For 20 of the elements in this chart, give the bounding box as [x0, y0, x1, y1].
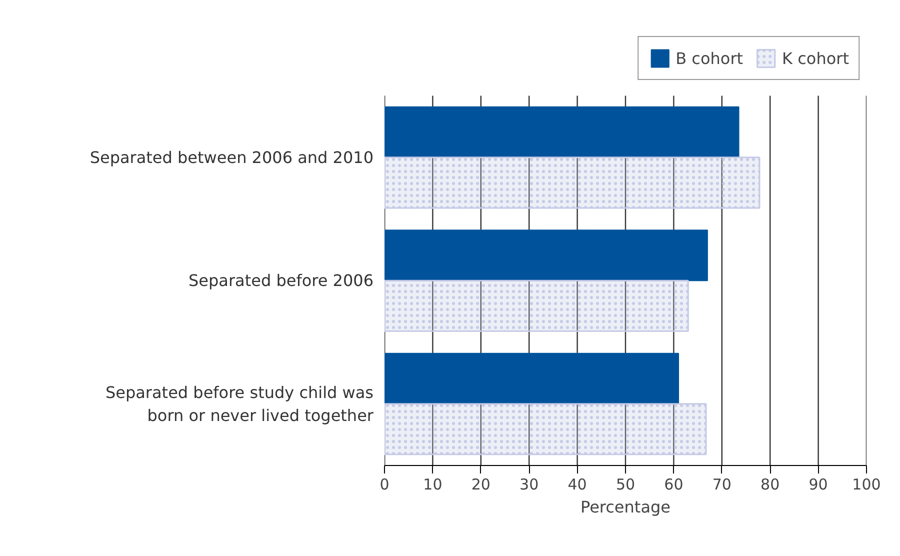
- x-tick-label: 100: [852, 476, 881, 494]
- y-tick-label: Separated before 2006: [188, 271, 374, 290]
- x-axis-title: Percentage: [580, 498, 671, 516]
- x-tick-label: 10: [423, 476, 442, 494]
- x-tick-label: 90: [808, 476, 828, 494]
- x-tick-label: 20: [471, 476, 490, 494]
- bar: [384, 106, 740, 158]
- legend-label: K cohort: [782, 48, 849, 68]
- y-tick-label: Separated before study child was born or never lived together: [105, 382, 374, 425]
- x-tick-label: 70: [712, 476, 732, 494]
- x-tick-label: 40: [568, 476, 587, 494]
- bar: [384, 230, 708, 282]
- x-tick-label: 80: [760, 476, 780, 494]
- x-tick-label: 0: [380, 476, 390, 494]
- bar: [384, 352, 680, 404]
- x-tick-label: 50: [616, 476, 636, 494]
- x-tick-label: 30: [520, 476, 539, 494]
- x-tick-label: 60: [664, 476, 684, 494]
- y-tick-label: Separated between 2006 and 2010: [90, 148, 374, 167]
- legend-label: B cohort: [676, 48, 744, 68]
